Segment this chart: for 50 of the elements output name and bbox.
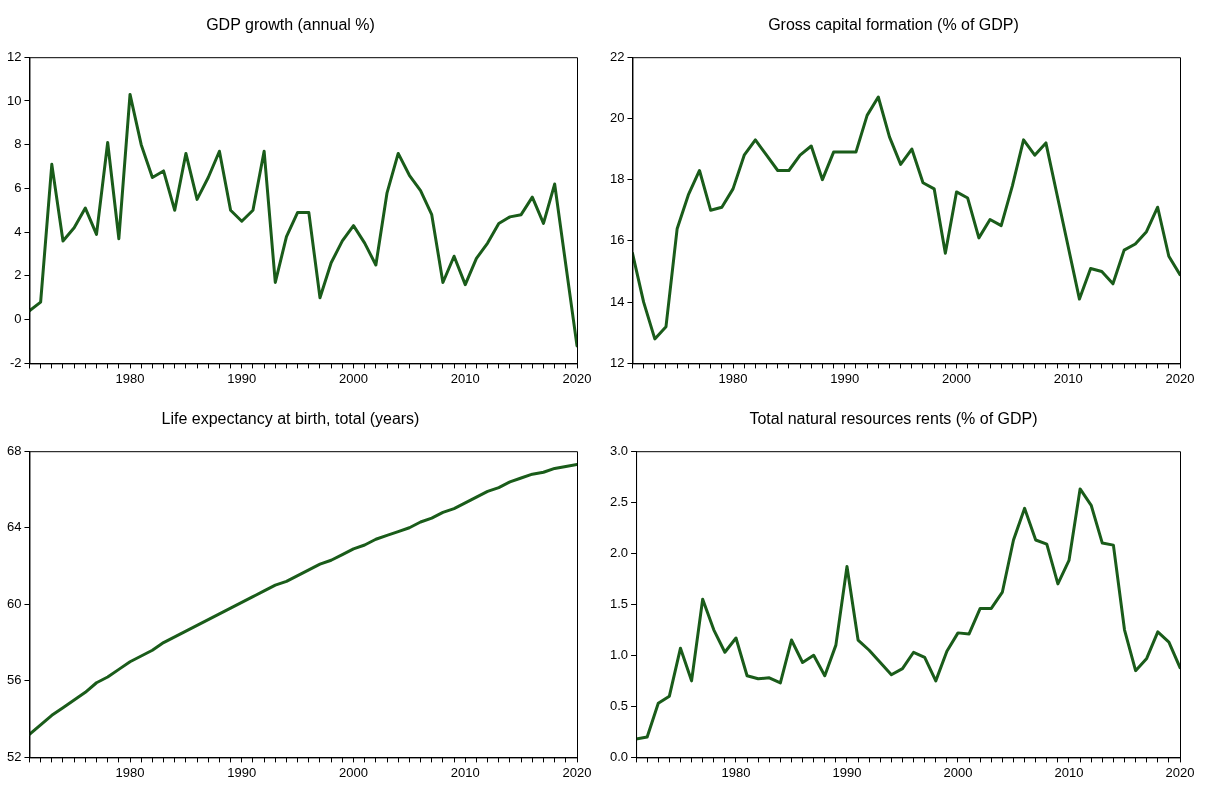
- y-tick-label: 18: [609, 171, 625, 187]
- y-tick-label: 56: [6, 672, 22, 688]
- x-tick-label: 2000: [943, 764, 973, 780]
- y-tick-label: 12: [6, 48, 22, 64]
- x-tick-label: 1990: [832, 764, 862, 780]
- x-tick-label: 2010: [1054, 764, 1084, 780]
- y-tick-label: 0: [14, 311, 22, 327]
- chart-title: Total natural resources rents (% of GDP): [749, 410, 1038, 428]
- y-tick-label: 64: [6, 519, 22, 535]
- x-tick-label: 1980: [721, 764, 751, 780]
- x-tick-label: 2020: [1165, 370, 1195, 386]
- y-tick-label: 4: [14, 223, 22, 239]
- x-tick-label: 1990: [227, 764, 257, 780]
- y-tick-label: 6: [14, 180, 22, 196]
- y-tick-label: 1.0: [609, 646, 629, 662]
- y-tick-label: 1.5: [609, 595, 629, 611]
- x-tick-label: 1980: [115, 370, 145, 386]
- x-tick-label: 1990: [830, 370, 860, 386]
- x-tick-label: 2020: [562, 370, 592, 386]
- y-tick-label: 68: [6, 442, 22, 458]
- y-tick-label: 16: [609, 232, 625, 248]
- y-tick-label: 52: [6, 748, 22, 764]
- chart-title: GDP growth (annual %): [206, 16, 375, 34]
- y-tick-label: 12: [609, 354, 625, 370]
- x-tick-label: 1980: [115, 764, 145, 780]
- y-tick-label: 8: [14, 136, 22, 152]
- y-tick-label: 14: [609, 293, 625, 309]
- x-tick-label: 2010: [450, 764, 480, 780]
- y-tick-label: 60: [6, 595, 22, 611]
- x-tick-label: 2000: [339, 370, 368, 386]
- y-tick-label: 2: [14, 267, 22, 283]
- y-tick-label: 0.5: [609, 697, 629, 713]
- chart-title: Life expectancy at birth, total (years): [161, 410, 420, 428]
- x-tick-label: 2000: [942, 370, 971, 386]
- y-tick-label: 2.5: [609, 493, 629, 509]
- x-tick-label: 1990: [227, 370, 257, 386]
- y-tick-label: 3.0: [609, 442, 629, 458]
- y-tick-label: 2.0: [609, 544, 629, 560]
- y-tick-label: 10: [6, 92, 22, 108]
- x-tick-label: 1980: [718, 370, 748, 386]
- x-tick-label: 2020: [1165, 764, 1195, 780]
- y-tick-label: -2: [9, 354, 22, 370]
- x-tick-label: 2010: [450, 370, 480, 386]
- x-tick-label: 2020: [562, 764, 592, 780]
- x-tick-label: 2000: [339, 764, 368, 780]
- y-tick-label: 20: [609, 110, 625, 126]
- y-tick-label: 0.0: [609, 748, 629, 764]
- chart-title: Gross capital formation (% of GDP): [768, 16, 1019, 34]
- x-tick-label: 2010: [1053, 370, 1083, 386]
- y-tick-label: 22: [609, 48, 625, 64]
